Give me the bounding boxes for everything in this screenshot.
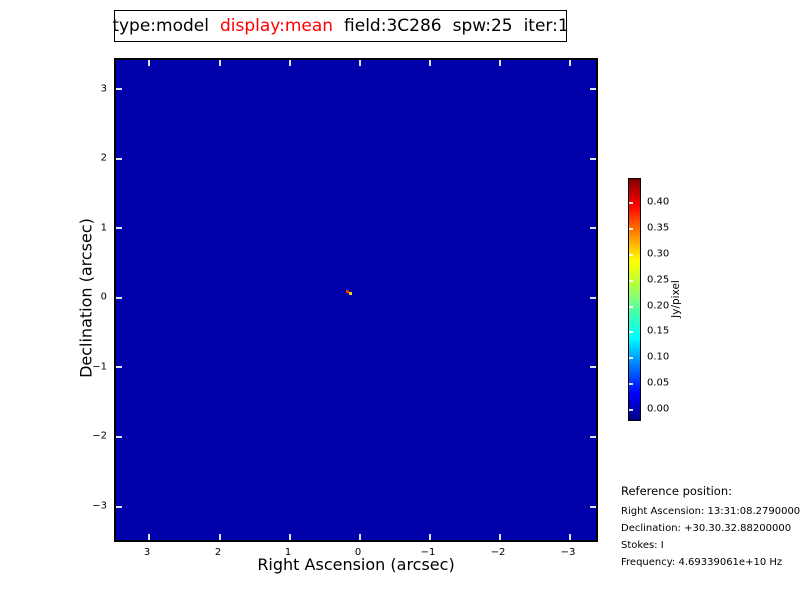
y-tick-label: 3 [100, 83, 107, 95]
reference-position-block: Reference position: Right Ascension: 13:… [621, 484, 800, 574]
point-source-wing-pixel [349, 292, 352, 295]
y-tick-label: 0 [100, 291, 107, 303]
colorbar-tick-label: 0.05 [647, 377, 670, 389]
reference-declination: Declination: +30.30.32.88200000 [621, 523, 792, 534]
tick-mark [590, 366, 596, 368]
colorbar-tick-mark [629, 202, 633, 204]
colorbar-tick-mark [629, 331, 633, 333]
y-axis-label: Declination (arcsec) [76, 218, 96, 378]
tick-mark [590, 297, 596, 299]
tick-mark [289, 534, 291, 540]
colorbar-tick-mark [629, 254, 633, 256]
colorbar-tick-mark [629, 409, 633, 411]
colorbar-tick-mark [629, 383, 633, 385]
colorbar-tick-mark [629, 306, 633, 308]
tick-mark [429, 60, 431, 66]
tick-mark [116, 366, 122, 368]
tick-mark [590, 88, 596, 90]
tick-mark [219, 534, 221, 540]
colorbar-tick-label: 0.20 [647, 300, 670, 312]
colorbar-tick-mark [629, 280, 633, 282]
tick-mark [148, 60, 150, 66]
title-box: type:model display:mean field:3C286 spw:… [112, 10, 569, 42]
x-tick-label: 0 [354, 547, 362, 558]
colorbar-tick-label: 0.40 [647, 196, 670, 208]
title-display: display:mean [219, 16, 334, 36]
colorbar-tick-label: 0.25 [647, 274, 670, 286]
tick-mark [359, 60, 361, 66]
reference-stokes: Stokes: I [621, 540, 664, 551]
tick-mark [116, 297, 122, 299]
tick-mark [116, 227, 122, 229]
tick-mark [289, 60, 291, 66]
x-tick-label: −3 [560, 547, 576, 558]
x-tick-label: −1 [420, 547, 436, 558]
y-tick-label: −2 [92, 430, 107, 442]
title-field: field:3C286 [344, 16, 442, 36]
tick-mark [116, 88, 122, 90]
colorbar-tick-label: 0.00 [647, 403, 670, 415]
tick-mark [116, 158, 122, 160]
faint-model-speck [354, 282, 357, 285]
point-source-peak-pixel [346, 290, 349, 293]
reference-heading: Reference position: [621, 484, 732, 498]
tick-mark [590, 506, 596, 508]
reference-right-ascension: Right Ascension: 13:31:08.27900000 [621, 506, 800, 517]
y-tick-label: −1 [92, 361, 107, 373]
tick-mark [116, 506, 122, 508]
faint-model-speck [342, 300, 345, 303]
x-tick-label: 2 [214, 547, 222, 558]
y-tick-label: −3 [92, 500, 107, 512]
colorbar-tick-label: 0.10 [647, 351, 670, 363]
tick-mark [219, 60, 221, 66]
tick-mark [569, 534, 571, 540]
tick-mark [148, 534, 150, 540]
colorbar-tick-mark [629, 228, 633, 230]
tick-mark [359, 534, 361, 540]
x-tick-label: 3 [143, 547, 151, 558]
colorbar-tick-mark [629, 357, 633, 359]
tick-mark [590, 436, 596, 438]
reference-frequency: Frequency: 4.69339061e+10 Hz [621, 557, 783, 568]
y-tick-label: 2 [100, 152, 107, 164]
tick-mark [499, 60, 501, 66]
tick-mark [499, 534, 501, 540]
image-plot [114, 58, 598, 542]
x-tick-label: −2 [490, 547, 506, 558]
colorbar-tick-label: 0.30 [647, 248, 670, 260]
tick-mark [429, 534, 431, 540]
tick-mark [590, 227, 596, 229]
colorbar [628, 178, 641, 421]
tick-mark [116, 436, 122, 438]
tick-mark [590, 158, 596, 160]
x-tick-label: 1 [284, 547, 292, 558]
x-axis-label: Right Ascension (arcsec) [257, 555, 455, 574]
title-spw: spw:25 [452, 16, 513, 36]
tick-mark [569, 60, 571, 66]
y-tick-label: 1 [100, 222, 107, 234]
colorbar-unit-label: Jy/pixel [670, 280, 682, 318]
title-iter: iter:1 [523, 16, 569, 36]
title-type: type:model [112, 16, 209, 36]
colorbar-tick-label: 0.35 [647, 222, 670, 234]
colorbar-tick-label: 0.15 [647, 325, 670, 337]
